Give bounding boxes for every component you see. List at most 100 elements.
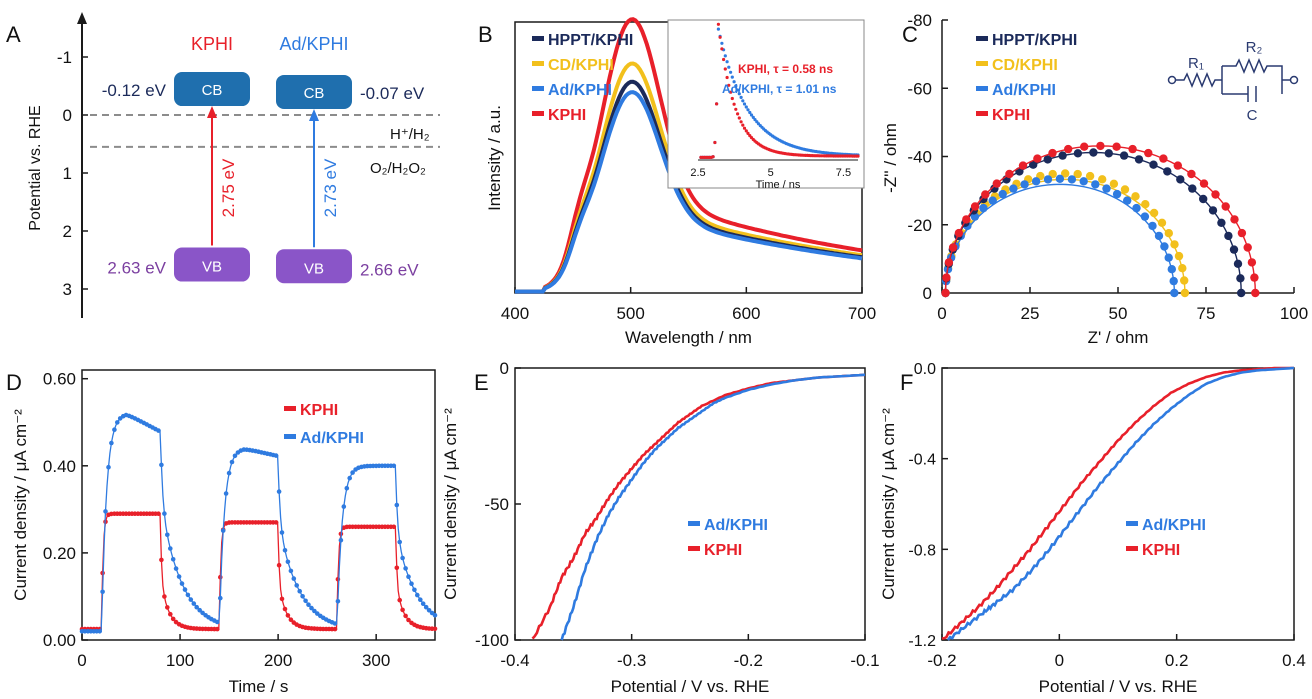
tick-label-d-y: 0.00 [43, 631, 76, 650]
tick-label-f-x: 0 [1055, 651, 1064, 670]
series-d-kphi-point [215, 626, 220, 632]
gap-label: 2.75 eV [219, 158, 238, 217]
legend-label-f: Ad/KPHI [1142, 517, 1206, 534]
axis-label-f-y: Current density / μA cm⁻² [879, 408, 898, 600]
series-d-kphi-point [406, 617, 411, 623]
tick-label-d-x: 300 [362, 651, 390, 670]
inset-series-ad-kphi-point [730, 75, 734, 79]
cb-text: CB [202, 82, 223, 99]
series-d-ad-kphi-point [179, 581, 185, 586]
resistor-r2 [1222, 58, 1283, 94]
series-c-kphi-point [1230, 215, 1239, 224]
axis-label-e-x: Potential / V vs. RHE [611, 677, 770, 696]
series-d-ad-kphi-point [397, 539, 403, 545]
series-c-ad-kphi-point [1102, 184, 1111, 193]
inset-series-kphi-point [739, 120, 743, 124]
tick-label-a-y: 1 [63, 164, 72, 183]
series-c-kphi-point [942, 273, 951, 282]
inset-series-kphi-point [716, 22, 721, 26]
series-d-ad-kphi-point [156, 428, 161, 433]
circuit-label-r1: R₁ [1188, 55, 1204, 72]
inset-tick-label: 7.5 [836, 167, 851, 179]
series-d-ad-kphi-point [162, 511, 167, 516]
series-c-kphi-point [962, 215, 971, 224]
series-d-ad-kphi-point [338, 537, 344, 543]
inset-legend-ad: Ad/KPHI, τ = 1.01 ns [722, 82, 837, 96]
legend-label-d: Ad/KPHI [300, 430, 364, 447]
series-d-ad-kphi-point [409, 581, 414, 586]
series-d-ad-kphi-point [159, 462, 164, 468]
series-c-ad-kphi-point [998, 189, 1007, 199]
inset-series-ad-kphi-point [742, 102, 747, 106]
series-d-kphi-point [159, 557, 164, 563]
inset-series-kphi-point [720, 47, 724, 51]
series-d-ad-kphi-point [165, 532, 170, 538]
series-d-ad-kphi-point [297, 588, 303, 594]
series-c-cd-kphi-point [1098, 175, 1107, 184]
legend-swatch-b [532, 36, 544, 41]
series-line-f-kphi [941, 366, 1294, 640]
inset-frame-b [667, 19, 865, 189]
series-c-cd-kphi-point [1180, 288, 1190, 298]
tick-label-c-x: 50 [1109, 304, 1128, 323]
material-name: Ad/KPHI [279, 34, 348, 54]
series-c-kphi-point [1018, 161, 1028, 170]
series-c-ad-kphi-point [1132, 203, 1141, 213]
inset-series-kphi-point [729, 90, 733, 94]
series-c-kphi-point [1187, 169, 1196, 179]
tick-label-e-y: -50 [484, 495, 509, 514]
series-line-d-kphi [82, 513, 436, 630]
series-d-ad-kphi-point [288, 568, 294, 574]
series-c-cd-kphi-point [1170, 240, 1179, 249]
legend-swatch-e [688, 546, 700, 551]
series-c-kphi-point [1096, 141, 1105, 151]
legend-label-c: CD/KPHI [992, 57, 1058, 74]
series-c-kphi-point [992, 179, 1001, 188]
series-line-e-ad-kphi [560, 373, 866, 641]
legend-label-e: KPHI [704, 542, 742, 559]
series-d-kphi-point [288, 617, 294, 622]
series-c-ad-kphi-point [1169, 276, 1178, 286]
series-d-ad-kphi-point [168, 546, 173, 551]
series-c-kphi-point [944, 258, 954, 267]
cb-value-label: -0.07 eV [360, 84, 425, 103]
legend-swatch-c [976, 61, 988, 66]
vb-text: VB [202, 259, 222, 276]
tick-label-f-y: -0.4 [908, 452, 936, 469]
inset-series-ad-kphi-point [732, 80, 736, 84]
series-d-ad-kphi-point [406, 574, 411, 579]
inset-series-kphi-point [722, 57, 726, 62]
plot-frame-f [941, 367, 1295, 641]
series-d-ad-kphi-point [303, 598, 308, 604]
circuit-terminal [1167, 75, 1177, 85]
legend-label-b: KPHI [548, 107, 586, 124]
series-d-ad-kphi-point [176, 574, 182, 579]
series-d-kphi-point [273, 520, 279, 525]
tick-label-e-y: -100 [475, 631, 509, 650]
inset-series-kphi-point [723, 67, 727, 71]
series-c-kphi-point [1144, 148, 1153, 158]
legend-label-b: HPPT/KPHI [548, 32, 633, 49]
series-c-cd-kphi-point [1174, 251, 1184, 261]
tick-label-f-x: -0.2 [927, 651, 956, 670]
legend-swatch-f [1126, 546, 1138, 551]
panel-label-f: F [900, 370, 913, 395]
series-c-hppt-kphi-point [1188, 184, 1197, 193]
series-d-ad-kphi-point [335, 599, 341, 604]
circuit-label-c: C [1247, 107, 1258, 124]
series-d-kphi-point [397, 597, 403, 603]
series-d-ad-kphi-point [391, 463, 397, 469]
series-d-kphi-point [285, 613, 291, 618]
series-c-hppt-kphi-point [1149, 160, 1158, 169]
tick-label-c-x: 75 [1197, 304, 1216, 323]
legend-swatch-c [976, 111, 988, 116]
tick-label-f-y: 0.0 [914, 361, 936, 378]
legend-label-c: HPPT/KPHI [992, 32, 1077, 49]
tick-label-f-x: 0.4 [1282, 651, 1306, 670]
series-c-ad-kphi-point [1154, 231, 1164, 241]
legend-label-f: KPHI [1142, 542, 1180, 559]
series-c-hppt-kphi-point [1237, 288, 1246, 298]
series-d-ad-kphi-point [218, 595, 223, 601]
series-c-cd-kphi-point [1178, 264, 1187, 273]
